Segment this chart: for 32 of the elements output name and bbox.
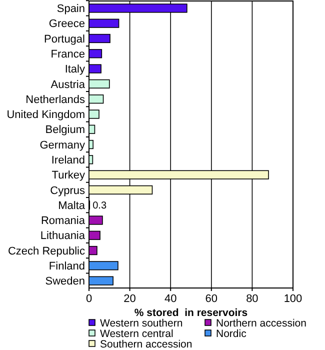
legend-label: Southern accession	[100, 338, 192, 350]
y-tick-label: United Kingdom	[6, 109, 85, 122]
data-label: 0.3	[92, 200, 107, 212]
x-tick-label: 60	[205, 293, 218, 305]
y-tick-label: Malta	[58, 200, 86, 212]
legend-label: Northern accession	[216, 318, 307, 330]
y-tick-label: Spain	[56, 3, 85, 16]
x-tick-label: 100	[284, 293, 302, 305]
y-tick-label: Belgium	[45, 124, 85, 136]
legend-label: Western southern	[100, 318, 183, 330]
y-tick-label: Cyprus	[50, 184, 86, 197]
x-tick-label: 20	[124, 293, 136, 305]
y-tick-label: Sweden	[45, 276, 85, 288]
y-tick-label: France	[50, 48, 85, 60]
y-tick-label: Finland	[48, 260, 85, 273]
y-tick-label: Romania	[40, 215, 86, 228]
y-tick-label: Germany	[40, 139, 86, 152]
y-tick-label: Austria	[50, 78, 86, 91]
y-tick-label: Lithuania	[40, 230, 86, 242]
y-tick-label: Portugal	[44, 33, 85, 46]
legend-label: Western central	[100, 328, 174, 340]
y-tick-label: Ireland	[51, 154, 85, 166]
y-tick-label: Greece	[48, 18, 85, 30]
y-tick-label: Netherlands	[26, 94, 86, 106]
y-tick-label: Czech Republic	[8, 245, 86, 258]
legend-label: Nordic	[216, 328, 246, 340]
x-tick-label: 80	[246, 293, 258, 305]
y-tick-label: Italy	[64, 64, 86, 76]
x-axis-title: % stored in reservoirs	[134, 307, 248, 319]
y-tick-label: Turkey	[52, 170, 86, 182]
x-tick-label: 0	[86, 293, 92, 305]
x-tick-label: 40	[164, 293, 177, 305]
